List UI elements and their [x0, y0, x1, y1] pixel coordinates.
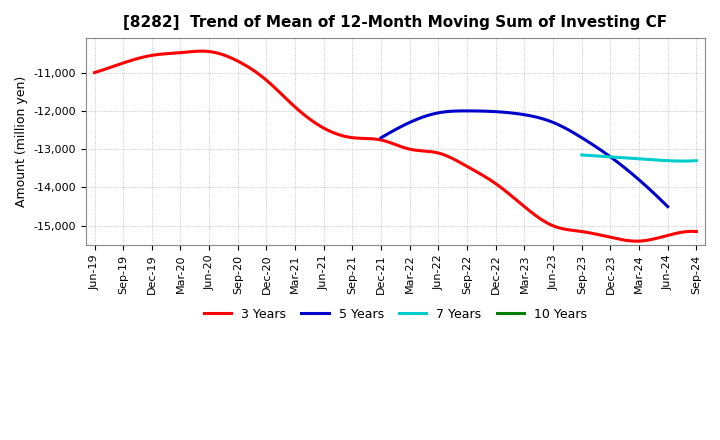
3 Years: [600, 233, 608, 238]
3 Years: [90, 70, 99, 75]
3 Years: [449, 156, 457, 161]
Line: 3 Years: 3 Years: [94, 51, 696, 241]
5 Years: [377, 135, 385, 140]
7 Years: [578, 152, 587, 158]
3 Years: [461, 162, 469, 168]
5 Years: [547, 119, 556, 125]
5 Years: [549, 120, 557, 125]
7 Years: [692, 158, 701, 163]
7 Years: [645, 157, 654, 162]
3 Years: [631, 238, 640, 244]
Title: [8282]  Trend of Mean of 12-Month Moving Sum of Investing CF: [8282] Trend of Mean of 12-Month Moving …: [123, 15, 667, 30]
7 Years: [674, 158, 683, 164]
Y-axis label: Amount (million yen): Amount (million yen): [15, 76, 28, 207]
3 Years: [692, 229, 701, 234]
3 Years: [640, 238, 649, 243]
3 Years: [92, 70, 101, 75]
5 Years: [619, 164, 628, 169]
7 Years: [577, 152, 586, 158]
Line: 7 Years: 7 Years: [582, 155, 696, 161]
Legend: 3 Years, 5 Years, 7 Years, 10 Years: 3 Years, 5 Years, 7 Years, 10 Years: [199, 303, 592, 326]
7 Years: [679, 158, 688, 164]
5 Years: [378, 135, 387, 140]
5 Years: [637, 180, 646, 185]
5 Years: [461, 108, 469, 114]
7 Years: [646, 157, 654, 162]
3 Years: [451, 157, 459, 162]
7 Years: [647, 157, 656, 162]
Line: 5 Years: 5 Years: [381, 111, 667, 207]
5 Years: [553, 121, 562, 127]
7 Years: [682, 158, 690, 164]
5 Years: [663, 204, 672, 209]
3 Years: [197, 48, 205, 54]
